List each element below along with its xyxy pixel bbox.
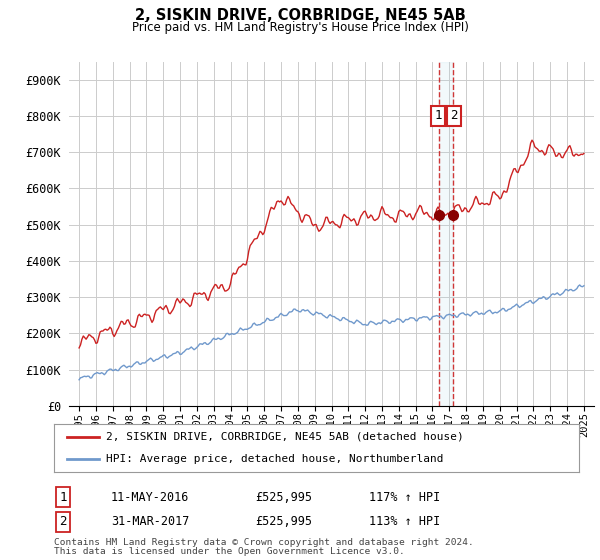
Text: 113% ↑ HPI: 113% ↑ HPI	[369, 515, 440, 529]
Text: 11-MAY-2016: 11-MAY-2016	[111, 491, 190, 504]
Text: 2, SISKIN DRIVE, CORBRIDGE, NE45 5AB: 2, SISKIN DRIVE, CORBRIDGE, NE45 5AB	[134, 8, 466, 24]
Text: 2: 2	[451, 109, 458, 123]
Text: HPI: Average price, detached house, Northumberland: HPI: Average price, detached house, Nort…	[107, 454, 444, 464]
Text: 2: 2	[59, 515, 67, 529]
Text: 1: 1	[434, 109, 442, 123]
Text: Price paid vs. HM Land Registry's House Price Index (HPI): Price paid vs. HM Land Registry's House …	[131, 21, 469, 34]
Text: This data is licensed under the Open Government Licence v3.0.: This data is licensed under the Open Gov…	[54, 547, 405, 556]
Bar	[439, 62, 454, 406]
Text: £525,995: £525,995	[255, 491, 312, 504]
Text: Contains HM Land Registry data © Crown copyright and database right 2024.: Contains HM Land Registry data © Crown c…	[54, 538, 474, 547]
Text: £525,995: £525,995	[255, 515, 312, 529]
Text: 117% ↑ HPI: 117% ↑ HPI	[369, 491, 440, 504]
Text: 1: 1	[59, 491, 67, 504]
Text: 2, SISKIN DRIVE, CORBRIDGE, NE45 5AB (detached house): 2, SISKIN DRIVE, CORBRIDGE, NE45 5AB (de…	[107, 432, 464, 442]
Text: 31-MAR-2017: 31-MAR-2017	[111, 515, 190, 529]
